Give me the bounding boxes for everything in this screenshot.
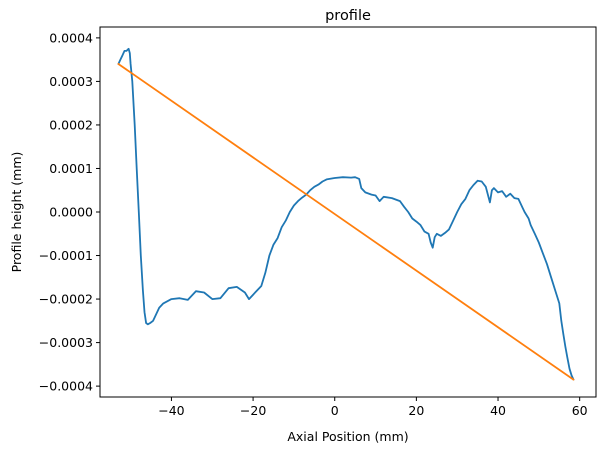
plot-frame [99,26,597,398]
y-tick-label: 0.0001 [49,161,93,176]
y-tick-label: 0.0003 [49,74,93,89]
x-tick-label: 20 [408,403,424,418]
x-tick-label: 40 [490,403,506,418]
y-tick-label: 0.0004 [49,30,93,45]
x-axis-label: Axial Position (mm) [287,429,408,444]
y-tick-label: −0.0001 [39,248,93,263]
chart-title: profile [325,8,371,24]
y-tick-label: −0.0004 [39,379,93,394]
series-line-1 [117,47,575,381]
y-axis: 0.0004 0.0003 0.0002 0.0001 0.0000 −0.0001 −0.… [39,30,100,394]
y-tick-label: 0.0000 [49,205,93,220]
y-tick-label: −0.0003 [39,335,93,350]
series-layer [117,47,575,381]
y-axis-label: Profile height (mm) [9,152,24,273]
x-tick-label: 0 [331,403,339,418]
x-axis: −40 −20 0 20 40 60 [158,397,588,418]
x-tick-label: 60 [572,403,588,418]
x-tick-label: −40 [158,403,184,418]
x-tick-label: −20 [240,403,266,418]
series-line-2 [117,63,575,381]
y-tick-label: 0.0002 [49,117,93,132]
y-tick-label: −0.0002 [39,292,93,307]
